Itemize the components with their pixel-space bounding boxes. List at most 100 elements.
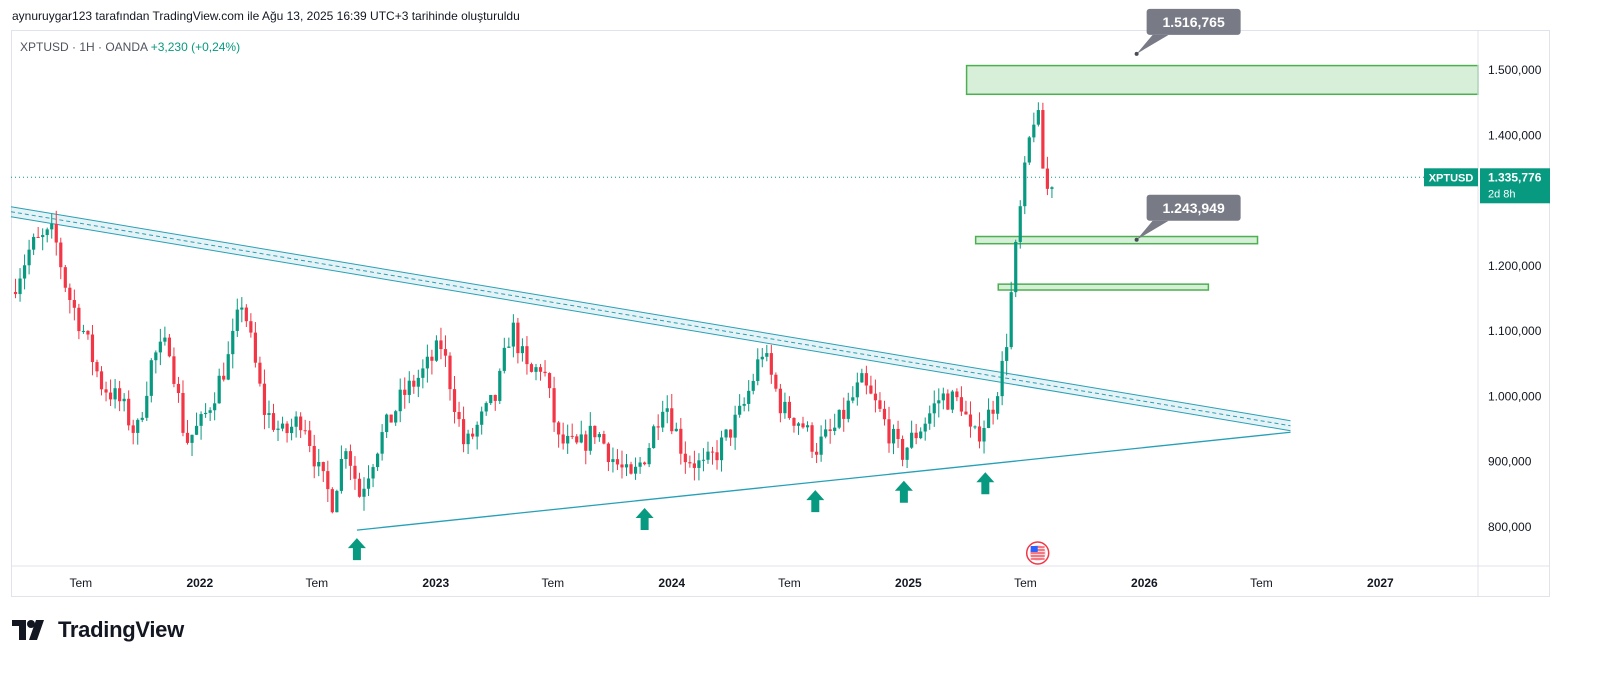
callout-pointer [1136,34,1169,54]
candle-body [317,462,321,467]
candle-body [271,413,276,430]
candle-body [950,391,954,410]
symbol-badge [1424,168,1478,187]
candle-body [905,447,909,460]
price-axis: 1.500,000 1.400,000 1.200,000 1.100,000 1.00… [1424,31,1550,597]
candle-body [719,437,724,461]
time-tick-label: 2027 [1367,576,1394,590]
candle-body [416,377,420,387]
support-trendline [356,431,1291,531]
candle-body [986,409,991,429]
candle-body [466,433,470,445]
candle-body [783,401,787,414]
time-tick-label: Tem [1250,576,1273,590]
candle-body [814,451,819,455]
candle-body [579,434,583,443]
candle-body [602,434,606,444]
candle-body [728,429,733,438]
candle-body [778,388,782,414]
candle-body [751,380,755,391]
candle-body [552,388,556,423]
up-arrow-icon [806,490,825,513]
up-arrow-icon [976,472,995,495]
time-tick-label: 2026 [1131,576,1158,590]
candle-body [864,373,868,386]
candle-body [760,356,764,360]
support-resistance-zone [965,64,1479,96]
candle-body [1014,241,1018,293]
candle-body [615,459,620,465]
candle-body [471,433,475,437]
candle-body [484,403,488,412]
candle-body [697,460,701,468]
candle-body [597,434,601,438]
candle-body [72,300,76,308]
candle-body [819,436,823,455]
candle-body [32,236,36,250]
candle-body [357,478,362,497]
candle-body [733,414,737,438]
candle-body [656,426,660,428]
candle-body [688,462,692,464]
candle-body [380,432,384,454]
candle-body [45,229,49,236]
candle-body [674,428,678,432]
candle-body [557,422,561,435]
candle-body [321,462,325,472]
candle-body [928,413,932,424]
candle-body [606,443,611,463]
candle-body [715,452,719,461]
price-tick-label: 1.400,000 [1488,128,1542,142]
candle-body [787,401,792,418]
candle-body [502,347,506,371]
callout-box [1146,194,1241,221]
candle-body [285,423,289,434]
symbol-info[interactable]: XPTUSD · 1H · OANDA [20,40,148,54]
candle-body [136,419,140,433]
candle-body [18,278,22,295]
candle-body [796,423,801,426]
candle-body [516,322,520,354]
candle-body [127,398,131,426]
candle-body [403,389,407,395]
candle-body [855,382,859,398]
candle-body [964,411,968,415]
candle-body [439,340,443,350]
candle-body [312,445,316,467]
candle-body [1036,110,1040,125]
candle-body [973,426,977,428]
candle-body [869,385,873,394]
callout-box [1146,8,1241,35]
candle-body [371,467,375,479]
candle-body [769,353,773,375]
symbol-legend: XPTUSD · 1H · OANDA +3,230 (+0,24%) [20,40,240,54]
tradingview-wordmark: TradingView [58,617,184,642]
candle-body [896,428,900,439]
candle-body [226,354,230,380]
candle-body [620,464,624,468]
candle-body [511,322,515,347]
candle-body [240,307,244,310]
candle-body [900,438,905,460]
flag-canton [1030,546,1038,552]
candle-body [756,359,760,381]
candle-body [507,346,511,348]
candle-body [520,346,525,354]
price-tick-label: 800,000 [1488,520,1532,534]
candle-body [63,267,67,288]
candle-body [366,478,371,489]
candle-body [547,373,552,389]
candle-body [375,453,380,468]
candle-body [167,337,172,357]
candle-body [77,307,81,332]
candle-body [489,394,493,404]
candle-body [154,352,158,361]
candle-body [335,490,339,513]
candle-body [394,411,398,423]
up-arrow-icon [635,507,654,530]
candle-body [914,432,918,439]
candle-body [185,432,190,443]
channel-upper-line [10,206,1291,422]
time-tick-label: Tem [541,576,564,590]
